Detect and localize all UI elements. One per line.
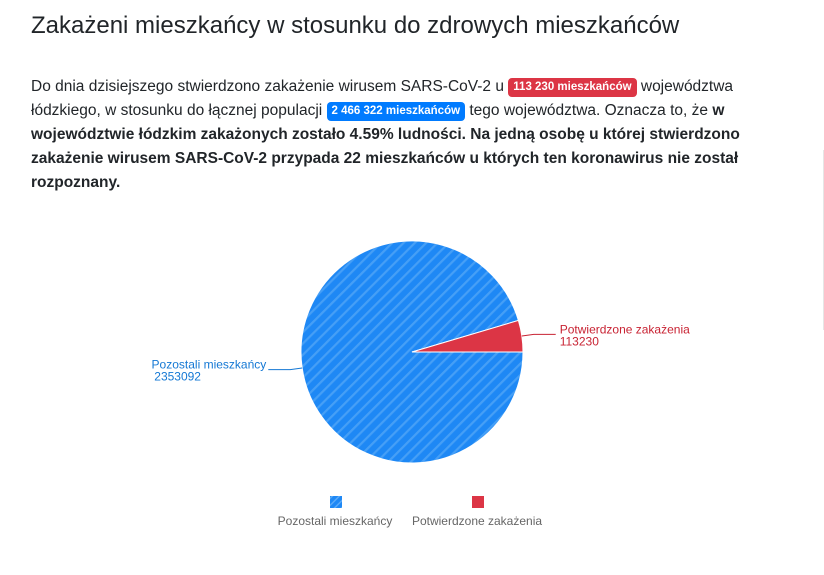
chart-legend: Pozostali mieszkańcy Potwierdzone zakaże… <box>278 496 542 528</box>
pie-leader-lines <box>268 333 556 371</box>
slice-label-confirmed-name: Potwierdzone zakażenia <box>560 322 690 336</box>
description-text-3: tego województwa. Oznacza to, że <box>465 102 713 119</box>
legend-swatch-confirmed[interactable] <box>472 496 484 508</box>
description-text-1: Do dnia dzisiejszego stwierdzono zakażen… <box>31 78 509 95</box>
description-text-2: województwa łódzkiego, w stosunku do łąc… <box>31 78 734 119</box>
description-bold-summary: w województwie łódzkim zakażonych został… <box>31 102 740 191</box>
slice-label-remaining-value: 2353092 <box>154 370 201 384</box>
leader-line-remaining <box>268 367 303 371</box>
pie-slices <box>300 240 524 464</box>
slice-label-confirmed-value: 113230 <box>560 334 599 348</box>
infected-count-badge: 113 230 mieszkańców <box>508 78 637 97</box>
leader-line-confirmed <box>521 333 556 337</box>
slice-label-remaining-name: Pozostali mieszkańcy <box>152 358 267 372</box>
population-badge: 2 466 322 mieszkańców <box>326 102 466 121</box>
legend-label-remaining[interactable]: Pozostali mieszkańcy <box>278 514 393 528</box>
legend-swatch-remaining[interactable] <box>330 496 342 508</box>
legend-label-confirmed[interactable]: Potwierdzone zakażenia <box>412 514 542 528</box>
description-paragraph: Do dnia dzisiejszego stwierdzono zakażen… <box>31 75 771 195</box>
page-title: Zakażeni mieszkańcy w stosunku do zdrowy… <box>31 12 680 39</box>
